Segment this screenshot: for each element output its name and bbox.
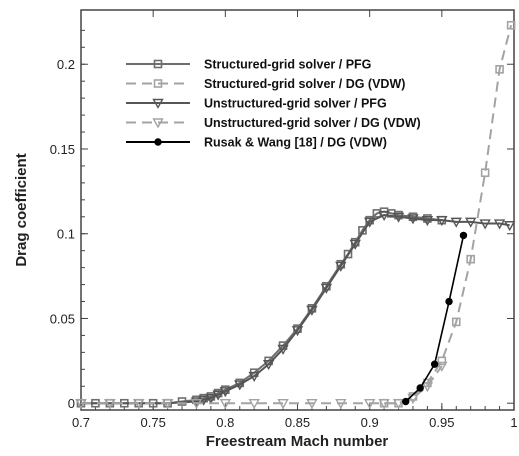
- legend-label: Rusak & Wang [18] / DG (VDW): [204, 136, 387, 150]
- data-point: [306, 399, 318, 410]
- legend-marker: [154, 138, 162, 146]
- data-point: [466, 254, 476, 264]
- legend-item: Structured-grid solver / PFG: [126, 58, 371, 72]
- data-point: [306, 305, 318, 316]
- data-point: [445, 297, 453, 306]
- data-point: [248, 371, 260, 383]
- legend-item: Rusak & Wang [18] / DG (VDW): [126, 136, 387, 150]
- data-point: [277, 399, 289, 410]
- x-tick-label: 0.75: [141, 415, 166, 430]
- data-point: [343, 249, 353, 259]
- legend-marker: [153, 79, 163, 88]
- x-tick-label: 0.7: [72, 415, 90, 430]
- axis-ticks: 0.7 0.75 0.8 0.85 0.9 0.95 1 0 0.05 0.1 0.15 0.2: [50, 10, 518, 430]
- legend-label: Structured-grid solver / DG (VDW): [204, 77, 405, 91]
- series-line: [81, 365, 443, 405]
- series-1: [76, 207, 447, 408]
- data-point: [451, 317, 461, 327]
- data-point: [437, 356, 447, 366]
- x-tick-label: 0.8: [216, 415, 234, 430]
- data-point: [495, 65, 504, 74]
- data-point: [205, 393, 217, 405]
- data-point: [291, 326, 304, 337]
- data-point: [479, 219, 491, 230]
- data-point: [248, 399, 260, 410]
- data-point: [363, 217, 376, 228]
- data-point: [161, 399, 174, 410]
- data-point: [133, 399, 145, 410]
- y-tick-label: 0.2: [57, 57, 75, 72]
- y-tick-label: 0: [68, 396, 75, 411]
- data-point: [378, 399, 390, 410]
- data-point: [392, 212, 405, 223]
- legend-item: Structured-grid solver / DG (VDW): [126, 77, 405, 91]
- data-point: [480, 168, 490, 178]
- legend-item: Unstructured-grid solver / DG (VDW): [126, 116, 421, 130]
- data-point: [378, 210, 390, 222]
- data-point: [503, 221, 516, 232]
- y-axis-title: Drag coefficient: [13, 153, 30, 266]
- data-point: [190, 399, 203, 410]
- x-tick-label: 0.85: [285, 415, 310, 430]
- data-point: [416, 384, 424, 392]
- y-tick-label: 0.1: [57, 227, 75, 242]
- series-line: [81, 210, 442, 405]
- legend-label: Unstructured-grid solver / DG (VDW): [204, 116, 421, 130]
- data-point: [493, 219, 506, 230]
- legend-marker: [152, 98, 164, 109]
- x-tick-label: 0.9: [361, 415, 379, 430]
- y-tick-label: 0.15: [50, 142, 75, 157]
- x-axis-title: Freestream Mach number: [206, 433, 389, 450]
- legend-marker: [152, 118, 164, 129]
- x-tick-label: 0.95: [429, 415, 454, 430]
- legend-marker: [153, 59, 163, 69]
- series-5: [402, 231, 468, 406]
- data-point: [320, 283, 333, 294]
- data-point: [335, 261, 347, 272]
- data-point: [75, 399, 87, 410]
- data-point: [219, 399, 232, 410]
- legend-item: Unstructured-grid solver / PFG: [126, 97, 387, 111]
- data-point: [506, 20, 516, 30]
- data-point: [436, 215, 448, 227]
- y-tick-label: 0.05: [50, 311, 75, 326]
- data-point: [363, 399, 376, 410]
- data-point: [190, 397, 203, 408]
- data-point: [465, 217, 477, 228]
- data-point: [197, 395, 210, 406]
- data-point: [262, 360, 275, 371]
- data-point: [421, 215, 434, 227]
- data-point: [349, 239, 361, 250]
- data-point: [212, 390, 224, 401]
- data-point: [335, 399, 347, 410]
- data-point: [436, 361, 448, 372]
- data-point: [104, 399, 116, 410]
- legend-label: Unstructured-grid solver / PFG: [204, 97, 387, 111]
- x-tick-label: 1: [510, 415, 517, 430]
- data-point: [234, 380, 246, 391]
- data-point: [402, 397, 410, 406]
- data-point: [277, 344, 289, 355]
- data-point: [219, 387, 232, 398]
- data-point: [407, 214, 419, 225]
- series-line: [81, 214, 510, 405]
- series-layer: [75, 20, 516, 410]
- data-point: [430, 360, 439, 368]
- legend-label: Structured-grid solver / PFG: [204, 58, 371, 72]
- data-point: [421, 382, 434, 393]
- data-point: [392, 399, 405, 410]
- series-3: [75, 210, 516, 410]
- data-point: [450, 217, 462, 228]
- data-point: [459, 231, 468, 240]
- legend: Structured-grid solver / PFG Structured-g…: [126, 58, 421, 150]
